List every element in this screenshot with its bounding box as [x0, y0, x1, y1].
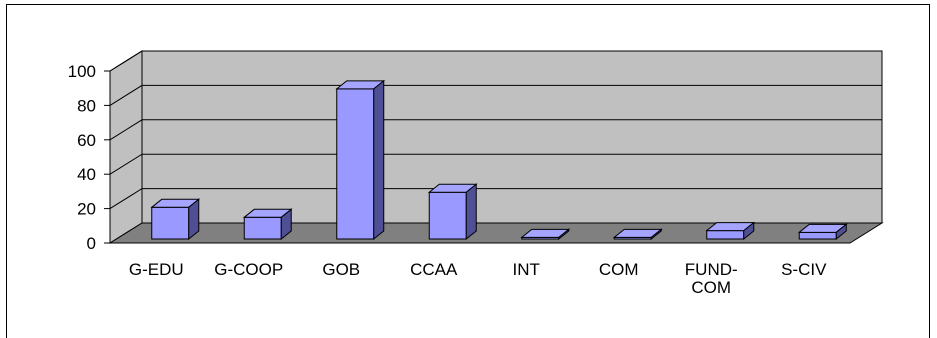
side-wall [109, 50, 143, 244]
bar-side [743, 221, 755, 241]
y-tick-label: 0 [87, 234, 96, 253]
x-category-labels: G-EDU G-COOP GOB CCAA INT COM FUND-COM S-CIV [129, 260, 827, 297]
y-tick-label: 60 [77, 131, 96, 150]
gridline [109, 84, 882, 106]
y-tick-label: 40 [77, 165, 96, 184]
bar-side [373, 79, 385, 241]
bar [612, 228, 663, 241]
chart-walls [108, 50, 884, 244]
bar-front [706, 230, 745, 240]
back-wall [141, 50, 883, 224]
bar-front [243, 216, 282, 240]
bar [242, 208, 293, 241]
x-category-label: FUND-COM [685, 260, 738, 297]
gridline [109, 119, 882, 141]
bars [150, 79, 848, 241]
bar [705, 221, 756, 241]
bar-side [835, 223, 847, 241]
x-category-label: INT [513, 260, 540, 279]
bar-front [336, 88, 375, 240]
x-category-label: GOB [322, 260, 360, 279]
y-tick-label: 80 [77, 96, 96, 115]
bar-front [428, 191, 467, 240]
floor [108, 222, 884, 244]
bar [427, 183, 478, 241]
bar-front [151, 206, 190, 240]
bar-side [558, 228, 570, 241]
axes [104, 70, 850, 244]
x-category-label: G-EDU [129, 260, 184, 279]
chart-frame [6, 4, 930, 338]
bar [797, 223, 848, 241]
x-category-label: CCAA [410, 260, 458, 279]
bar [150, 198, 201, 241]
y-tick-labels: 0 20 40 60 80 100 [68, 62, 96, 253]
bar [520, 228, 571, 241]
bar [335, 79, 386, 241]
x-category-label: COM [599, 260, 639, 279]
bar-side [280, 208, 292, 241]
bar-side [188, 198, 200, 241]
gridline [109, 188, 882, 210]
y-tick-label: 100 [68, 62, 96, 81]
gridlines [109, 50, 882, 210]
gridline [109, 153, 882, 175]
bar-front [798, 231, 837, 240]
x-category-label: G-COOP [214, 260, 283, 279]
gridline [109, 50, 882, 72]
bar-side [650, 228, 662, 241]
bar-side [465, 183, 477, 241]
x-category-label: S-CIV [781, 260, 827, 279]
y-tick-label: 20 [77, 200, 96, 219]
